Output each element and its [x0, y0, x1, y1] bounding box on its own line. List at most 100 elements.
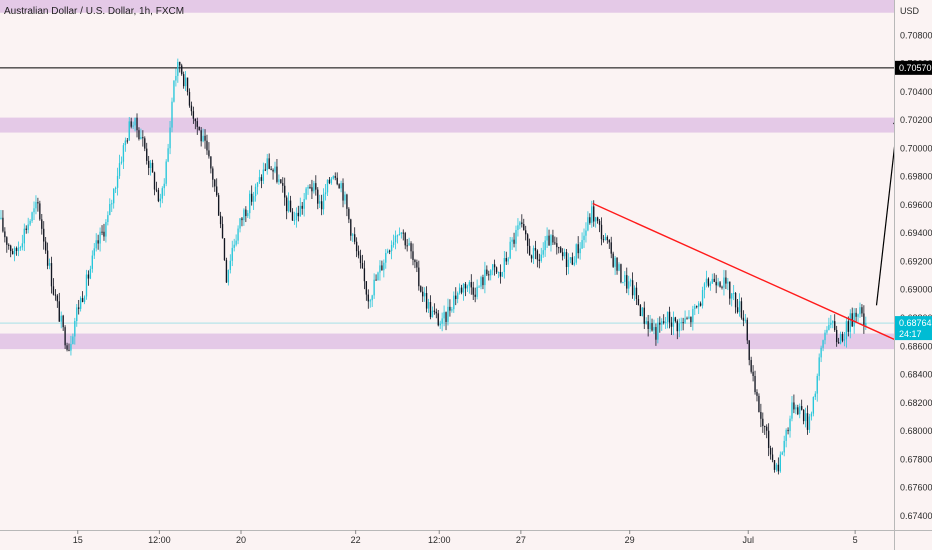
candle	[239, 217, 241, 233]
candle	[433, 303, 436, 315]
candle-body	[519, 222, 521, 226]
candle	[363, 260, 366, 290]
candle	[56, 294, 59, 308]
y-tick-label: 0.70200	[900, 115, 932, 125]
candle	[754, 370, 756, 395]
candle-body	[216, 186, 218, 196]
candle-body	[396, 235, 399, 237]
candle	[206, 134, 208, 155]
candle-body	[616, 257, 618, 271]
candle-body	[606, 236, 609, 241]
candle-body	[493, 264, 496, 268]
candle	[293, 211, 296, 225]
candle-body	[719, 282, 721, 287]
candle-body	[385, 252, 387, 263]
candle-body	[122, 145, 125, 162]
candle	[338, 183, 340, 189]
candle-body	[725, 277, 727, 284]
candle-body	[208, 150, 210, 157]
candle-body	[464, 283, 467, 289]
candle-body	[350, 219, 352, 236]
candle	[769, 445, 772, 460]
candle	[806, 405, 809, 435]
candle	[828, 317, 830, 331]
candle	[847, 316, 850, 337]
candle-body	[783, 440, 785, 453]
candle-body	[624, 275, 626, 282]
candle	[659, 316, 661, 333]
candle	[346, 193, 348, 217]
candle-body	[482, 277, 484, 286]
candle-body	[330, 178, 333, 184]
candle	[491, 263, 494, 276]
candle-body	[307, 186, 309, 189]
candle	[357, 245, 360, 259]
candle	[606, 235, 609, 244]
candle-body	[847, 321, 850, 332]
candle-body	[184, 77, 187, 87]
candle-body	[651, 323, 653, 331]
candle-body	[130, 121, 132, 127]
candle	[657, 317, 659, 344]
candle-body	[694, 306, 696, 309]
candle-body	[462, 283, 465, 293]
candle	[777, 457, 780, 475]
candle-body	[105, 222, 107, 237]
candle	[536, 249, 539, 268]
candle	[383, 259, 385, 278]
candle	[254, 183, 257, 202]
candle	[23, 223, 25, 252]
candle	[861, 304, 863, 317]
candle-body	[622, 281, 624, 283]
candle	[81, 291, 84, 303]
candle	[272, 168, 274, 180]
candle-body	[629, 280, 632, 282]
candle	[379, 260, 381, 281]
candle-body	[11, 251, 14, 255]
candle	[740, 297, 743, 320]
candle-body	[420, 286, 422, 292]
candle	[136, 113, 138, 138]
candle	[631, 272, 634, 299]
candle	[231, 240, 233, 267]
candle-body	[760, 412, 762, 419]
candle-body	[439, 323, 441, 326]
y-tick-label: 0.67800	[900, 454, 932, 464]
candle-body	[480, 277, 482, 287]
candle	[217, 192, 220, 216]
candle	[764, 425, 766, 435]
candle	[354, 227, 356, 245]
candle	[762, 412, 764, 433]
candle	[532, 245, 535, 265]
x-tick-label: 12:00	[428, 535, 451, 545]
candle-body	[684, 318, 686, 323]
candle	[690, 316, 692, 327]
candle	[672, 311, 675, 336]
candle	[734, 292, 737, 314]
candle-body	[41, 219, 43, 229]
candle	[149, 160, 152, 176]
candle-body	[262, 169, 265, 181]
candle-body	[785, 429, 787, 441]
candle	[377, 271, 379, 281]
candle-body	[410, 243, 412, 252]
candle-body	[742, 317, 745, 321]
candle	[2, 210, 4, 233]
candle	[721, 285, 723, 290]
candle	[208, 142, 210, 159]
candle-body	[8, 244, 10, 246]
candle	[39, 200, 41, 221]
candle	[701, 286, 704, 309]
candle	[173, 80, 175, 103]
candle	[60, 311, 62, 329]
candle-body	[643, 307, 645, 324]
candle	[142, 130, 144, 147]
candle-body	[159, 198, 162, 202]
candle-body	[589, 217, 591, 223]
candle	[46, 242, 49, 270]
candle	[618, 262, 620, 272]
candle	[600, 217, 603, 246]
candle-body	[311, 187, 313, 192]
